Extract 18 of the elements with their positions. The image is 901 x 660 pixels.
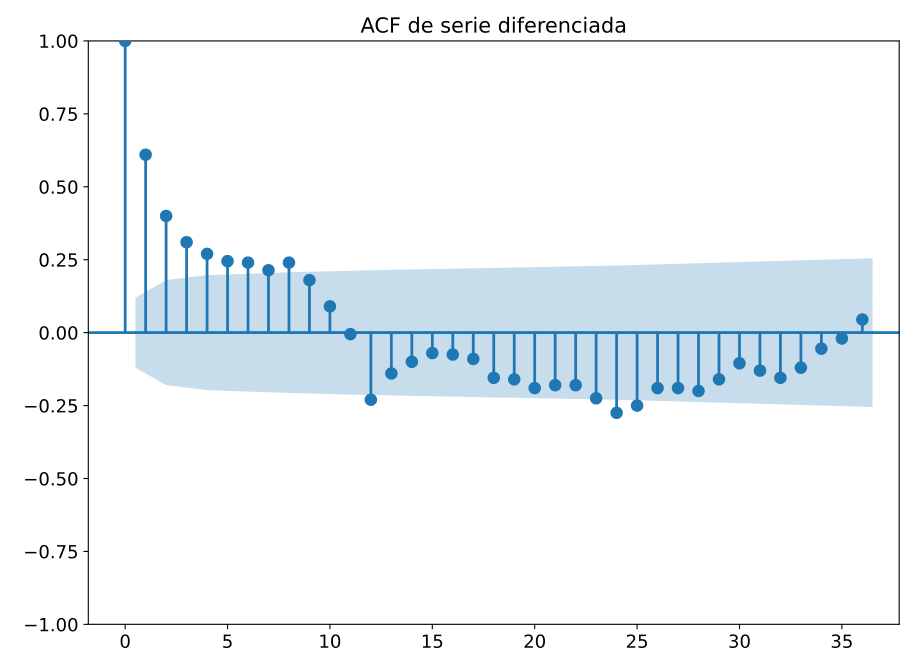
y-tick-label: 0.75 — [40, 107, 77, 121]
y-tick-label: −1.00 — [25, 618, 78, 632]
x-tick-label: 0 — [120, 634, 130, 648]
x-tick-label: 30 — [729, 634, 750, 648]
chart-title: ACF de serie diferenciada — [360, 16, 626, 33]
y-tick-label: 1.00 — [40, 34, 78, 48]
y-tick-label: −0.50 — [25, 472, 78, 486]
y-tick-label: −0.25 — [25, 399, 77, 413]
y-tick-label: 0.50 — [40, 180, 78, 194]
x-tick-label: 10 — [320, 634, 340, 648]
x-tick-label: 25 — [626, 634, 647, 648]
x-tick-label: 15 — [422, 634, 442, 648]
y-tick-label: −0.75 — [25, 544, 77, 559]
x-tick-label: 35 — [832, 634, 852, 648]
x-tick-label: 20 — [524, 634, 545, 648]
y-tick-label: 0.00 — [40, 326, 78, 340]
y-tick-label: 0.25 — [40, 253, 77, 267]
x-tick-label: 5 — [223, 634, 232, 648]
